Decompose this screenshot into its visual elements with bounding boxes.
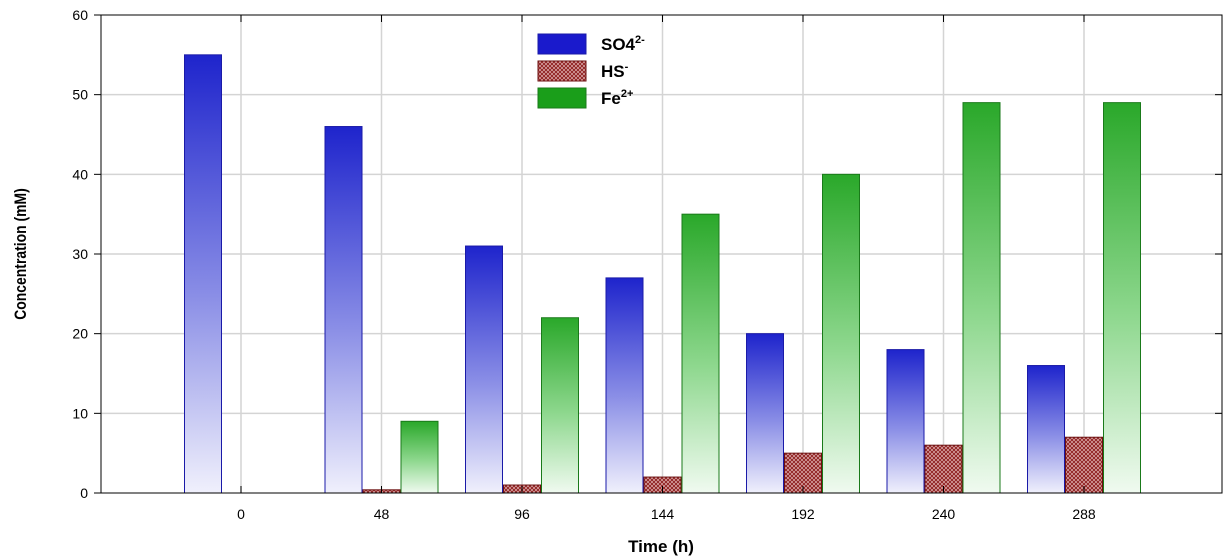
bar-fe-48 [400, 420, 439, 494]
x-axis: 0 48 96 144 192 240 288 [237, 15, 1096, 522]
bar-so4-144 [605, 277, 644, 494]
y-tick-label: 0 [80, 485, 88, 501]
bar-fe-96 [541, 317, 579, 494]
gridlines [101, 15, 1222, 493]
bar-fe-240 [962, 102, 1001, 494]
y-tick-label: 10 [72, 405, 88, 421]
x-tick-label: 48 [374, 506, 390, 522]
x-tick-label: 96 [514, 506, 530, 522]
legend-label-so4: SO42- [601, 34, 645, 54]
bar-fe-192 [822, 173, 860, 494]
bar-so4-96 [465, 245, 503, 494]
legend-label-hs: HS- [601, 61, 629, 81]
legend-label-fe: Fe2+ [601, 88, 633, 108]
legend: SO42- HS- Fe2+ [537, 33, 645, 109]
x-tick-label: 240 [932, 506, 956, 522]
y-tick-label: 40 [72, 166, 88, 182]
bar-fe-288 [1103, 102, 1141, 494]
x-tick-label: 0 [237, 506, 245, 522]
y-tick-label: 20 [72, 326, 88, 342]
legend-swatch-fe [537, 87, 587, 109]
bar-hs-288 [1065, 436, 1103, 494]
bar-so4-48 [324, 126, 363, 494]
legend-swatch-hs [537, 60, 587, 82]
bar-fe-144 [681, 213, 720, 494]
y-tick-label: 50 [72, 87, 88, 103]
x-tick-label: 288 [1072, 506, 1096, 522]
bar-hs-240 [924, 444, 963, 494]
bar-so4-0 [184, 54, 222, 494]
bar-so4-288 [1027, 365, 1065, 494]
y-axis-title: Concentration (mM) [12, 188, 31, 320]
x-tick-label: 192 [791, 506, 815, 522]
y-tick-label: 60 [72, 7, 88, 23]
bar-so4-240 [886, 349, 925, 494]
x-tick-label: 144 [651, 506, 675, 522]
bar-so4-192 [746, 333, 784, 494]
x-axis-title: Time (h) [628, 537, 694, 556]
bars [184, 54, 1141, 494]
y-axis: 0 10 20 30 40 50 60 [72, 7, 1222, 501]
y-tick-label: 30 [72, 246, 88, 262]
legend-swatch-so4 [537, 33, 587, 55]
